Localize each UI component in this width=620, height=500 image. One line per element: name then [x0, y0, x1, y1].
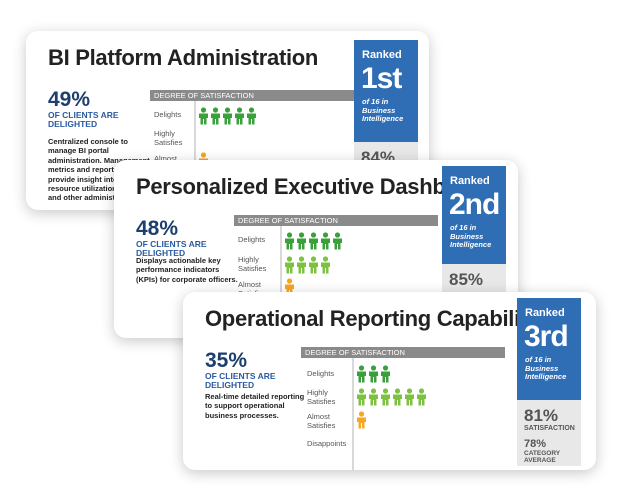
person-icon: [369, 388, 378, 406]
rank-number: 3rd: [524, 320, 569, 353]
person-icon: [381, 388, 390, 406]
rank-badge: Ranked 3rd of 16 in Business Intelligenc…: [517, 298, 581, 400]
card-description: Displays actionable key performance indi…: [136, 256, 238, 284]
person-icon: [417, 388, 426, 406]
satisfaction-percent: 85%: [449, 270, 484, 289]
row-label-disappoints: Disappoints: [307, 439, 347, 448]
person-icon: [309, 232, 318, 250]
card-operational-reporting-capabilities: Operational Reporting Capabilities 35% O…: [183, 292, 596, 470]
satisfaction-header: DEGREE OF SATISFACTION: [301, 347, 505, 358]
card-title: Operational Reporting Capabilities: [205, 306, 557, 331]
rank-subtitle: of 16 in Business Intelligence: [525, 355, 567, 382]
row-label-delights: Delights: [154, 110, 182, 119]
delighted-percent: 35%: [205, 349, 248, 372]
person-icon: [235, 107, 244, 125]
person-icon: [333, 232, 342, 250]
figures-highly-satisfies: [356, 388, 427, 406]
person-icon: [321, 256, 330, 274]
delighted-label: OF CLIENTS ARE DELIGHTED: [205, 371, 276, 391]
category-average-percent: 78%: [524, 438, 547, 450]
person-icon: [297, 256, 306, 274]
person-icon: [247, 107, 256, 125]
person-icon: [381, 365, 390, 383]
figures-delights: [356, 365, 391, 383]
figures-almost-satisfies: [356, 411, 367, 429]
person-icon: [405, 388, 414, 406]
person-icon: [211, 107, 220, 125]
person-icon: [357, 365, 366, 383]
person-icon: [223, 107, 232, 125]
rank-subtitle: of 16 in Business Intelligence: [362, 97, 404, 124]
delighted-label: OF CLIENTS ARE DELIGHTED: [136, 239, 207, 259]
person-icon: [357, 388, 366, 406]
row-label-highly-satisfies: Highly Satisfies: [307, 388, 336, 406]
delighted-percent: 48%: [136, 217, 179, 240]
category-average-label: CATEGORY AVERAGE: [524, 450, 560, 465]
person-icon: [199, 107, 208, 125]
card-description: Centralized console to manage BI portal …: [48, 137, 152, 203]
figures-delights: [198, 107, 257, 125]
delighted-label: OF CLIENTS ARE DELIGHTED: [48, 110, 119, 130]
row-label-delights: Delights: [307, 369, 335, 378]
satisfaction-axis: [194, 101, 196, 210]
satisfaction-percent: 81%: [524, 406, 559, 425]
row-label-highly-satisfies: Highly Satisfies: [154, 129, 183, 147]
person-icon: [393, 388, 402, 406]
rank-word: Ranked: [450, 175, 490, 187]
person-icon: [285, 256, 294, 274]
rank-subtitle: of 16 in Business Intelligence: [450, 223, 492, 250]
delighted-percent: 49%: [48, 88, 91, 111]
satisfaction-axis: [280, 226, 282, 338]
person-icon: [321, 232, 330, 250]
satisfaction-stat: 81% SATISFACTION 78% CATEGORY AVERAGE: [517, 400, 581, 466]
card-title: BI Platform Administration: [48, 45, 319, 70]
figures-delights: [284, 232, 343, 250]
row-label-delights: Delights: [238, 235, 266, 244]
person-icon: [309, 256, 318, 274]
rank-number: 1st: [361, 62, 402, 95]
person-icon: [369, 365, 378, 383]
rank-word: Ranked: [362, 49, 402, 61]
rank-badge: Ranked 1st of 16 in Business Intelligenc…: [354, 40, 418, 142]
person-icon: [285, 232, 294, 250]
satisfaction-label: SATISFACTION: [524, 425, 575, 432]
satisfaction-header: DEGREE OF SATISFACTION: [150, 90, 354, 101]
satisfaction-axis: [352, 358, 354, 470]
card-description: Real-time detailed reporting to support …: [205, 392, 305, 420]
satisfaction-header: DEGREE OF SATISFACTION: [234, 215, 438, 226]
rank-badge: Ranked 2nd of 16 in Business Intelligenc…: [442, 166, 506, 268]
rank-word: Ranked: [525, 307, 565, 319]
person-icon: [297, 232, 306, 250]
figures-highly-satisfies: [284, 256, 331, 274]
row-label-highly-satisfies: Highly Satisfies: [238, 255, 267, 273]
person-icon: [357, 411, 366, 429]
rank-number: 2nd: [449, 188, 500, 221]
row-label-almost-satisfies: Almost Satisfies: [307, 412, 336, 430]
